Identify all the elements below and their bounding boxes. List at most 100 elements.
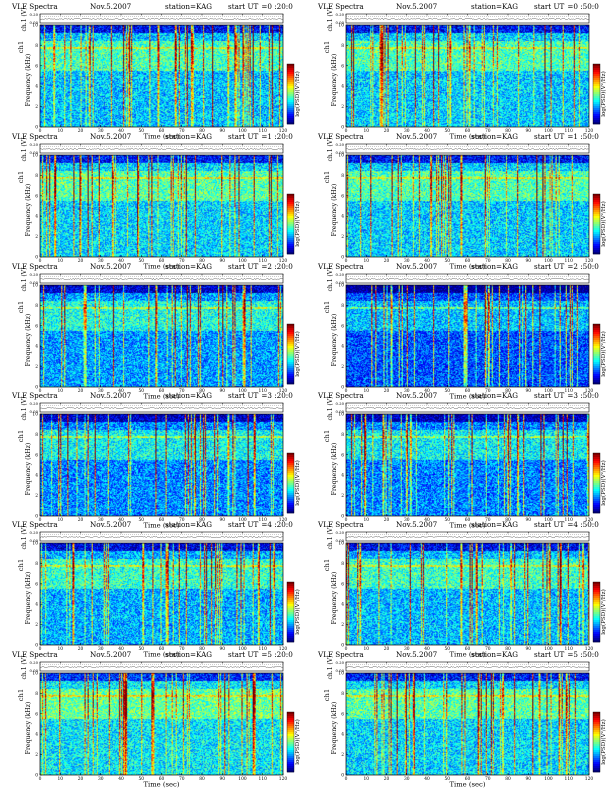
ytick-label: 2 [35, 105, 38, 110]
panel-start-ut: start UT =3 :50:0 [534, 391, 599, 400]
spectrogram-panel: VLF Spectra Nov.5.2007 station=KAG start UT… [306, 520, 607, 659]
xtick-label: 110 [259, 647, 268, 652]
xtick-label: 60 [159, 389, 165, 394]
spectrogram-image [40, 414, 283, 516]
ytick-label: 2 [35, 365, 38, 370]
top-ytick-label: 0.00 [336, 280, 345, 285]
xtick-label: 0 [39, 777, 42, 782]
panel-title: VLF Spectra [12, 132, 58, 141]
xtick-label: 70 [485, 129, 491, 134]
xtick-label: 20 [78, 647, 84, 652]
ytick-label: 10 [338, 672, 344, 677]
spectrogram-image [346, 673, 589, 775]
colorbar [286, 63, 295, 125]
panel-date: Nov.5.2007 [396, 650, 438, 659]
xtick-label: 100 [544, 389, 553, 394]
waveform-trace [345, 665, 590, 669]
ytick-label: 0 [35, 515, 38, 520]
xtick-label: 0 [39, 389, 42, 394]
spectrogram-image [346, 25, 589, 127]
channel-label: ch1 [17, 430, 25, 443]
colorbar [592, 193, 601, 255]
ut-value: =2 :50:0 [567, 262, 599, 271]
xtick-label: 100 [238, 647, 247, 652]
xtick-label: 110 [565, 129, 574, 134]
colorbar-label: log(PSD)(V²/Hz) [294, 201, 301, 247]
ytick-label: 6 [35, 582, 38, 587]
xtick-label: 30 [404, 647, 410, 652]
xtick-label: 80 [199, 647, 205, 652]
waveform-trace [345, 17, 590, 21]
ytick-label: 8 [341, 433, 344, 438]
panel-header: VLF Spectra Nov.5.2007 station=KAG start UT… [0, 391, 293, 400]
xtick-label: 70 [179, 389, 185, 394]
xtick-label: 120 [585, 777, 594, 782]
panel-header: VLF Spectra Nov.5.2007 station=KAG start UT… [0, 262, 293, 271]
xtick-label: 30 [98, 259, 104, 264]
xtick-label: 0 [39, 129, 42, 134]
xtick-label: 20 [78, 518, 84, 523]
ytick-label: 2 [35, 623, 38, 628]
x-axis-label: Time (sec) [144, 781, 180, 789]
colorbar [286, 323, 295, 385]
panel-station: station=KAG [471, 132, 519, 141]
spectrogram-panel: VLF Spectra Nov.5.2007 station=KAG start UT… [0, 391, 301, 530]
xtick-label: 10 [57, 129, 63, 134]
xtick-label: 60 [465, 777, 471, 782]
panel-station: station=KAG [471, 520, 519, 529]
top-ytick-label: 0.00 [336, 668, 345, 673]
colorbar [286, 581, 295, 643]
top-ylabel: ch.1 (V) [327, 656, 334, 680]
x-axis-label: Time (sec) [144, 393, 180, 401]
top-ytick-label: 0.20 [336, 12, 345, 17]
x-axis-label: Time (sec) [450, 133, 486, 141]
ytick-label: 2 [341, 753, 344, 758]
ytick-label: 10 [32, 672, 38, 677]
panel-date: Nov.5.2007 [90, 262, 132, 271]
xtick-label: 30 [404, 129, 410, 134]
ytick-label: 4 [35, 733, 38, 738]
ytick-label: 10 [338, 542, 344, 547]
xtick-label: 20 [384, 259, 390, 264]
ytick-label: 2 [341, 623, 344, 628]
ut-label: start UT [534, 2, 565, 11]
xtick-label: 0 [345, 389, 348, 394]
panel-title: VLF Spectra [318, 520, 364, 529]
ytick-label: 0 [341, 256, 344, 261]
ytick-label: 4 [35, 345, 38, 350]
panel-header: VLF Spectra Nov.5.2007 station=KAG start UT… [306, 520, 599, 529]
ytick-label: 6 [341, 453, 344, 458]
xtick-label: 40 [424, 777, 430, 782]
xtick-label: 0 [39, 518, 42, 523]
xtick-label: 50 [444, 518, 450, 523]
xtick-label: 100 [238, 777, 247, 782]
ytick-label: 6 [341, 582, 344, 587]
ytick-label: 8 [341, 174, 344, 179]
panel-station: station=KAG [471, 391, 519, 400]
ytick-label: 10 [32, 542, 38, 547]
xtick-label: 10 [363, 518, 369, 523]
xtick-label: 100 [238, 389, 247, 394]
ytick-label: 6 [35, 324, 38, 329]
xtick-label: 30 [98, 129, 104, 134]
panel-start-ut: start UT =1 :50:0 [534, 132, 599, 141]
top-ytick-label: 0.20 [30, 272, 39, 277]
top-ytick-label: 0.00 [30, 20, 39, 25]
xtick-label: 20 [384, 518, 390, 523]
ytick-label: 6 [35, 194, 38, 199]
panel-station: station=KAG [165, 391, 213, 400]
ytick-label: 8 [341, 562, 344, 567]
xtick-label: 70 [179, 518, 185, 523]
panel-station: station=KAG [165, 262, 213, 271]
ytick-label: 8 [35, 433, 38, 438]
xtick-label: 110 [259, 518, 268, 523]
xtick-label: 10 [363, 389, 369, 394]
ytick-label: 0 [341, 774, 344, 779]
spectrogram-frame [39, 24, 284, 128]
colorbar [286, 193, 295, 255]
xtick-label: 110 [565, 259, 574, 264]
channel-label: ch1 [323, 41, 331, 54]
